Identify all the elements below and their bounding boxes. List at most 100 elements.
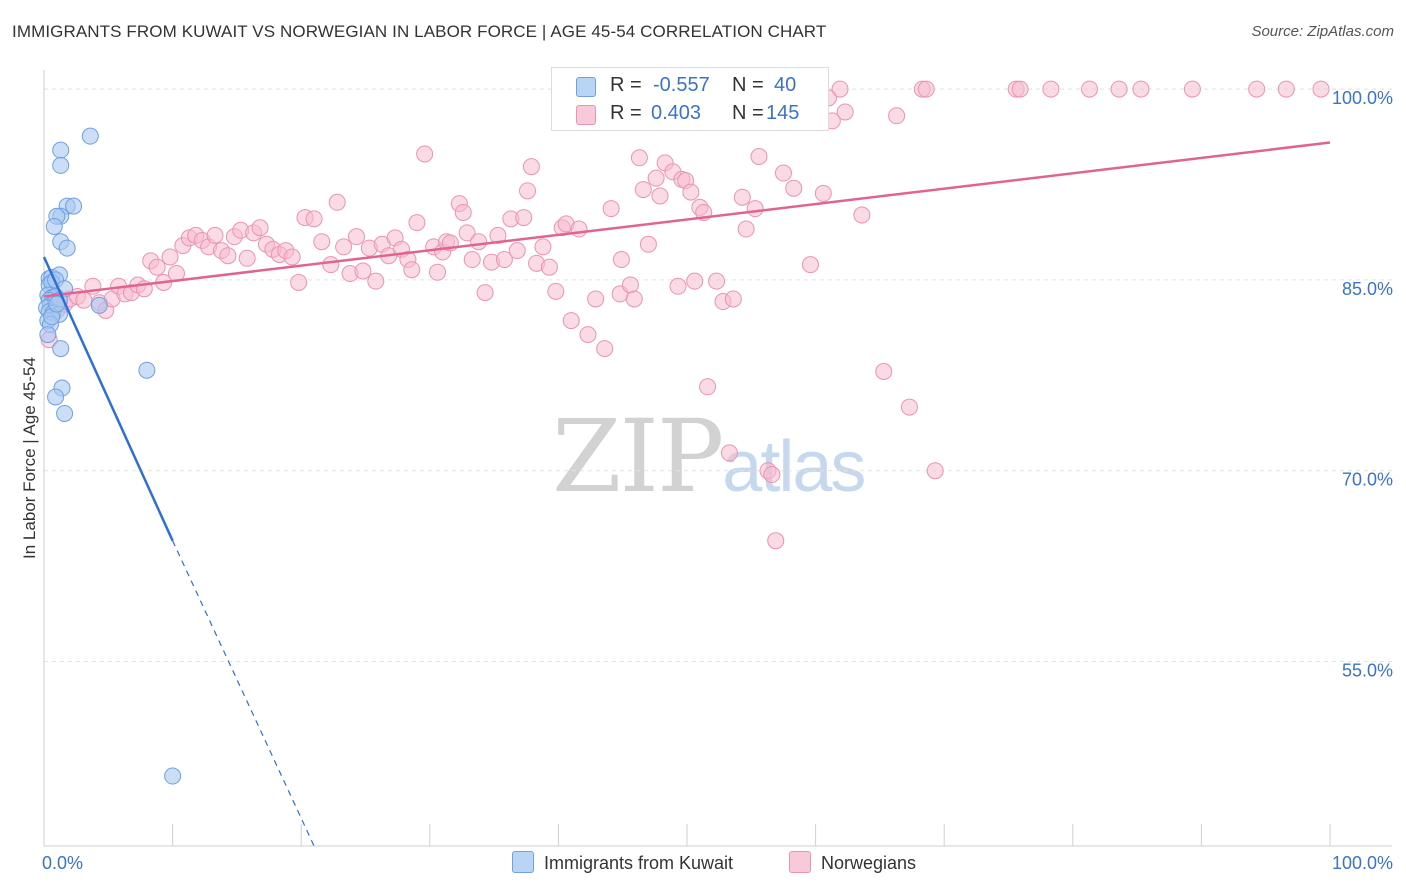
legend-swatch-norwegians [576,105,596,125]
norwegians-point [724,290,742,308]
source-note: Source: ZipAtlas.com [1251,23,1394,40]
norwegians-point [639,235,657,253]
norwegians-point [476,284,494,302]
norwegians-point [1183,80,1201,98]
norwegians-point [900,398,918,416]
norwegians-point [785,179,803,197]
norwegians-point [801,256,819,274]
bottom-legend-kuwait: Immigrants from Kuwait [512,851,733,874]
norwegians-point [737,220,755,238]
norwegians-point [1277,80,1295,98]
norwegians-point [767,532,785,550]
norwegians-point [463,251,481,269]
norwegians-point [1132,80,1150,98]
kuwait-point [65,197,83,215]
norwegians-point [612,251,630,269]
kuwait-point [138,361,156,379]
norwegians-point [625,290,643,308]
bottom-legend-swatch-kuwait [512,851,534,873]
norwegians-point [367,272,385,290]
norwegians-point [161,248,179,266]
norwegians-point [403,261,421,279]
norwegians-point [1248,80,1266,98]
norwegians-point [651,187,669,205]
legend-row-norwegians: R = 0.403 N = 145 [552,100,828,128]
norwegians-point [416,145,434,163]
kuwait-point [47,388,65,406]
norwegians-point [429,263,447,281]
stats-legend: R = -0.557 N = 40 R = 0.403 N = 145 [551,67,829,131]
norwegians-point [206,226,224,244]
chart-title: IMMIGRANTS FROM KUWAIT VS NORWEGIAN IN L… [12,22,827,41]
norwegians-point [596,340,614,358]
legend-r-label: R = [610,102,642,124]
norwegians-point [888,107,906,125]
norwegians-point [219,247,237,265]
norwegians-point [290,273,308,291]
norwegians-point [733,188,751,206]
y-tick-label: 100.0% [1332,88,1393,108]
norwegians-point [836,103,854,121]
norwegians-point [853,206,871,224]
norwegians-point [814,184,832,202]
norwegians-point [470,233,488,251]
kuwait-point [39,326,57,344]
norwegians-point [408,214,426,232]
norwegians-point [634,181,652,199]
norwegians-point [630,149,648,167]
norwegians-point [875,362,893,380]
x-tick-label: 100.0% [1332,853,1393,873]
norwegians-point [579,326,597,344]
norwegians-point [313,233,331,251]
norwegians-point [283,248,301,266]
kuwait-point [52,141,70,159]
norwegians-point [647,169,665,187]
norwegians-point [1042,80,1060,98]
norwegians-point [1081,80,1099,98]
norwegians-point [763,466,781,484]
kuwait-point [81,127,99,145]
bottom-legend-label-kuwait: Immigrants from Kuwait [544,853,734,873]
kuwait-trendline-extrapolated [172,540,315,847]
norwegians-point [489,226,507,244]
norwegians-point [322,256,340,274]
norwegians-point [750,148,768,166]
kuwait-point [164,767,182,785]
norwegians-point [746,200,764,218]
norwegians-point [305,210,323,228]
norwegians-point [522,158,540,176]
norwegians-point [519,182,537,200]
legend-r-value: 0.403 [651,102,702,124]
norwegians-point [708,272,726,290]
norwegians-point [682,183,700,201]
y-tick-label: 70.0% [1342,470,1393,490]
norwegians-point [1110,80,1128,98]
y-tick-label: 85.0% [1342,279,1393,299]
norwegians-point [720,444,738,462]
norwegians-point [238,249,256,267]
norwegians-point [508,242,526,260]
legend-n-value: 40 [774,74,797,96]
norwegians-point [354,262,372,280]
norwegians-point [495,251,513,269]
kuwait-point [45,217,63,235]
norwegians-point [831,80,849,98]
norwegians-point [699,378,717,396]
norwegians-point [669,277,687,295]
norwegians-point [347,228,365,246]
legend-n-label: N = [732,74,764,96]
watermark-atlas: atlas [722,427,866,507]
norwegians-point [686,272,704,290]
norwegians-point [454,203,472,221]
kuwait-point [58,239,76,257]
legend-swatch-kuwait [576,77,596,97]
norwegians-point [1312,80,1330,98]
watermark-zip: ZIP [552,398,724,515]
kuwait-point [90,296,108,314]
norwegians-point [926,462,944,480]
kuwait-point [52,340,70,358]
norwegians-point [534,238,552,256]
norwegians-point [148,258,166,276]
x-tick-label: 0.0% [42,853,83,873]
